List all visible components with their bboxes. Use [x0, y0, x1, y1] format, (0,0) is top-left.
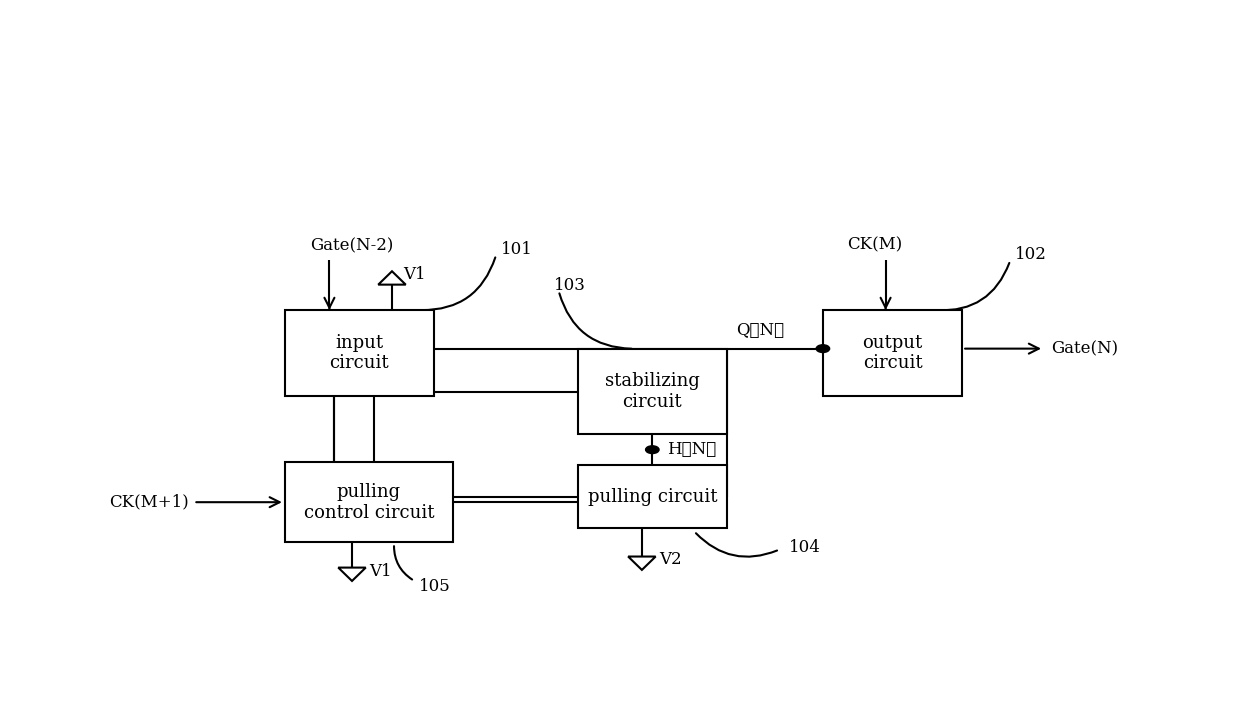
Text: CK(M): CK(M)	[847, 237, 903, 253]
Text: V1: V1	[370, 562, 392, 579]
Text: 102: 102	[1016, 246, 1047, 264]
Circle shape	[816, 345, 830, 353]
Text: V1: V1	[403, 266, 427, 283]
Text: 104: 104	[789, 539, 821, 556]
Text: 101: 101	[501, 241, 533, 258]
Text: Gate(N): Gate(N)	[1050, 340, 1117, 357]
Text: H（N）: H（N）	[667, 441, 715, 458]
Text: input
circuit: input circuit	[330, 334, 389, 373]
Text: stabilizing
circuit: stabilizing circuit	[605, 372, 699, 411]
Text: Q（N）: Q（N）	[737, 322, 785, 339]
Text: V2: V2	[660, 551, 682, 569]
Text: 103: 103	[554, 276, 585, 294]
Text: CK(M+1): CK(M+1)	[109, 494, 188, 510]
Bar	[285, 310, 434, 396]
Circle shape	[646, 446, 658, 454]
Bar	[823, 310, 962, 396]
Bar	[578, 349, 727, 434]
Text: 105: 105	[419, 578, 451, 595]
Bar	[578, 465, 727, 528]
Text: Gate(N-2): Gate(N-2)	[310, 238, 393, 255]
Text: output
circuit: output circuit	[863, 334, 923, 373]
Bar	[285, 462, 453, 542]
Text: pulling
control circuit: pulling control circuit	[304, 482, 434, 521]
Text: pulling circuit: pulling circuit	[588, 488, 717, 505]
